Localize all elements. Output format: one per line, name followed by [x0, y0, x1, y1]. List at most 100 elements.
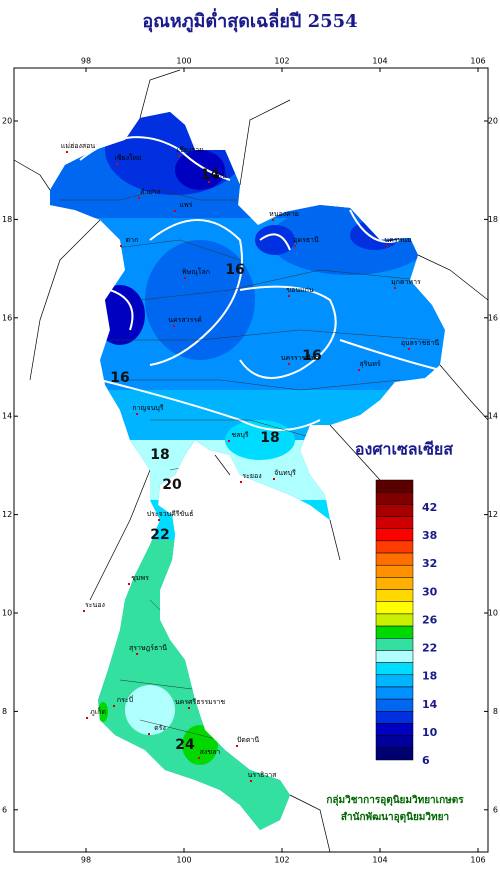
contour-label: 22	[150, 527, 169, 543]
place-label: สุรินทร์	[359, 360, 380, 368]
place-dot	[148, 733, 150, 735]
place-dot	[236, 745, 238, 747]
lon-tick-label: 104	[372, 856, 387, 865]
place-dot	[178, 155, 180, 157]
credit-line: กลุ่มวิชาการอุตุนิยมวิทยาเกษตร	[326, 794, 464, 806]
place-dot	[113, 705, 115, 707]
place-label: สงขลา	[200, 748, 221, 756]
lat-tick-label: 10	[488, 609, 498, 618]
legend-label: 22	[422, 642, 437, 655]
legend-swatch	[375, 711, 414, 724]
lat-tick-label: 20	[2, 117, 12, 126]
place-label: ระนอง	[85, 601, 105, 609]
place-dot	[198, 757, 200, 759]
place-dot	[272, 219, 274, 221]
lat-tick-label: 18	[488, 215, 498, 224]
legend-swatch	[375, 674, 414, 688]
lat-tick-label: 10	[2, 609, 12, 618]
lat-tick-label: 14	[2, 412, 12, 421]
place-dot	[228, 440, 230, 442]
place-label: สุราษฎร์ธานี	[129, 644, 167, 652]
legend-label: 42	[422, 501, 437, 514]
place-label: อุดรธานี	[293, 236, 319, 244]
place-label: ปัตตานี	[237, 736, 259, 744]
place-dot	[184, 277, 186, 279]
place-label: นครราชสีมา	[281, 354, 320, 362]
legend-swatch	[375, 638, 414, 651]
place-dot	[136, 653, 138, 655]
place-dot	[273, 478, 275, 480]
place-dot	[250, 780, 252, 782]
legend-swatch	[375, 577, 414, 590]
lat-tick-label: 20	[488, 117, 498, 126]
place-dot	[173, 325, 175, 327]
lat-tick-label: 8	[2, 707, 7, 716]
place-dot	[208, 181, 210, 183]
place-dot	[358, 369, 360, 371]
place-label: นครพนม	[384, 236, 411, 244]
legend-swatch	[375, 540, 414, 554]
place-dot	[288, 295, 290, 297]
place-label: นราธิวาส	[248, 771, 278, 779]
neighbor-borders	[13, 69, 489, 853]
place-dot	[174, 210, 176, 212]
lat-tick-label: 12	[2, 510, 12, 519]
place-dot	[116, 163, 118, 165]
place-label: แพร่	[180, 201, 193, 209]
map-title: อุณหภูมิต่ำสุดเฉลี่ยปี 2554	[142, 8, 357, 33]
lon-tick-label: 106	[470, 856, 485, 865]
legend-swatch	[375, 491, 414, 505]
place-label: หนองคาย	[269, 210, 299, 218]
place-dot	[188, 707, 190, 709]
contour-label: 18	[150, 447, 169, 463]
place-dot	[86, 717, 88, 719]
legend-swatch	[375, 613, 414, 627]
place-label: อุบลราชธานี	[401, 339, 440, 347]
credit-line: สำนักพัฒนาอุตุนิยมวิทยา	[341, 811, 449, 823]
lat-tick-label: 16	[2, 313, 12, 322]
place-dot	[66, 151, 68, 153]
contour-label: 16	[302, 348, 321, 364]
legend-swatch	[375, 662, 414, 676]
place-dot	[394, 287, 396, 289]
lon-tick-label: 100	[176, 856, 191, 865]
place-label: ตาก	[126, 236, 139, 244]
legend-swatch	[375, 686, 414, 700]
lon-tick-label: 104	[372, 57, 387, 66]
contour-label: 14	[200, 167, 220, 183]
place-label: ภูเก็ต	[90, 707, 106, 716]
place-dot	[386, 245, 388, 247]
legend-swatch	[375, 552, 414, 566]
lon-tick-label: 98	[81, 57, 91, 66]
place-dot	[136, 413, 138, 415]
lon-tick-label: 100	[176, 57, 191, 66]
place-label: ชลบุรี	[231, 431, 248, 439]
legend-swatch	[375, 589, 414, 602]
place-label: นครสวรรค์	[168, 316, 202, 324]
contour-label: 20	[162, 477, 182, 493]
place-dot	[128, 583, 130, 585]
place-dot	[408, 348, 410, 350]
place-dot	[83, 610, 85, 612]
place-label: จันทบุรี	[274, 469, 296, 477]
place-label: ลำปาง	[140, 188, 160, 196]
legend-swatch	[375, 650, 414, 663]
contour-lines	[79, 136, 441, 431]
lon-tick-label: 106	[470, 57, 485, 66]
lat-tick-label: 18	[2, 215, 12, 224]
place-label: ตรัง	[154, 724, 166, 732]
legend-label: 26	[422, 613, 438, 626]
lon-tick-label: 102	[274, 57, 289, 66]
legend-swatch	[375, 528, 414, 542]
place-dot	[158, 519, 160, 521]
legend-label: 30	[422, 585, 438, 598]
place-label: น่าน	[213, 172, 227, 180]
legend-swatch	[375, 601, 414, 615]
legend-swatch	[375, 698, 414, 712]
legend-swatch	[375, 723, 414, 736]
place-dot	[240, 481, 242, 483]
legend-label: 32	[422, 557, 437, 570]
legend-swatch	[375, 625, 414, 639]
